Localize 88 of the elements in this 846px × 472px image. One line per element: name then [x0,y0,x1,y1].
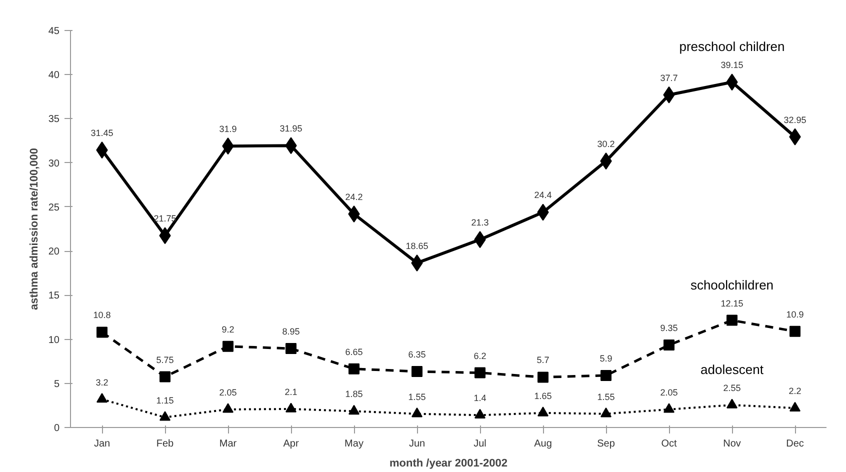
data-label: 5.75 [156,354,174,365]
x-axis-title: month /year 2001-2002 [389,458,508,470]
text: preschool children [679,39,785,54]
point [412,408,422,418]
data-label: 18.65 [406,240,428,251]
y-tick-label: 5 [54,378,60,390]
point [160,371,170,382]
y-tick-label: 15 [48,290,60,302]
data-label: 1.85 [345,389,363,400]
y-axis-title: asthma admission rate/100,000 [28,148,40,310]
point [726,398,738,408]
x-tick-label: Nov [723,438,741,450]
data-label: 21.3 [471,218,489,228]
point [664,340,674,351]
data-label: 2.2 [788,386,802,396]
point [790,326,800,337]
data-label: 24.2 [345,192,363,202]
data-label: 39.15 [720,60,744,70]
point [222,340,234,352]
data-label: 31.9 [219,124,237,134]
y-tick-label: 25 [48,202,60,214]
x-tick-label: Sep [597,438,616,450]
data-label: 32.95 [784,114,806,125]
data-label: 1.55 [408,392,426,402]
data-label: 8.95 [282,326,300,337]
x-tick-label: Dec [786,438,804,450]
point [348,206,360,222]
text: schoolchildren [690,277,774,292]
point [538,406,548,416]
point [348,404,360,415]
y-tick-label: 35 [48,114,60,126]
point [222,403,234,413]
data-label: 6.65 [345,346,363,357]
data-label: 31.45 [90,128,114,138]
data-label: 1.55 [597,392,615,402]
data-label: 1.65 [534,390,552,401]
data-label: 9.35 [660,323,678,334]
data-label: 3.2 [96,377,108,388]
data-label: 5.7 [536,355,550,366]
y-tick-label: 40 [48,70,60,82]
point [664,403,674,413]
y-tick-label: 0 [54,423,60,434]
data-label: 21.75 [154,214,176,224]
data-label: 30.2 [597,139,615,150]
x-tick-label: Feb [156,438,174,450]
point [286,343,296,354]
y-tick-label: 45 [48,26,60,37]
point [348,363,360,374]
point [96,392,108,403]
data-label: 31.95 [280,124,302,134]
point [286,402,296,412]
point [160,411,170,421]
data-label: 9.2 [222,324,234,334]
data-label: 1.4 [474,393,486,404]
data-label: 10.9 [786,309,804,320]
point [538,372,548,383]
point [96,326,108,338]
x-tick-label: Jul [474,438,486,450]
data-label: 12.15 [720,298,744,308]
point [726,314,738,326]
y-tick-label: 10 [48,334,60,346]
data-label: 37.7 [660,72,678,83]
point [474,408,486,419]
data-label: 2.1 [284,386,298,397]
point [600,408,612,418]
data-label: 6.35 [408,349,426,360]
point [474,367,486,378]
data-label: 1.15 [156,395,174,406]
data-label: 10.8 [93,310,111,320]
data-label: 2.55 [723,383,741,394]
text: adolescent [700,362,764,378]
x-tick-label: Apr [283,438,300,450]
x-tick-label: Aug [534,438,552,450]
data-label: 6.2 [474,350,486,361]
data-label: 2.05 [660,387,678,398]
data-label: 5.9 [600,353,612,364]
x-tick-label: Oct [661,438,677,450]
point [600,370,612,381]
y-tick-label: 20 [48,246,60,258]
x-tick-label: Jun [408,438,426,450]
point [412,366,422,377]
point [790,402,800,412]
y-tick-label: 30 [48,158,60,170]
data-label: 2.05 [219,387,237,398]
data-label: 24.4 [534,190,552,200]
x-tick-label: Jan [94,438,110,450]
x-tick-label: Mar [219,438,238,450]
x-tick-label: May [344,438,364,450]
